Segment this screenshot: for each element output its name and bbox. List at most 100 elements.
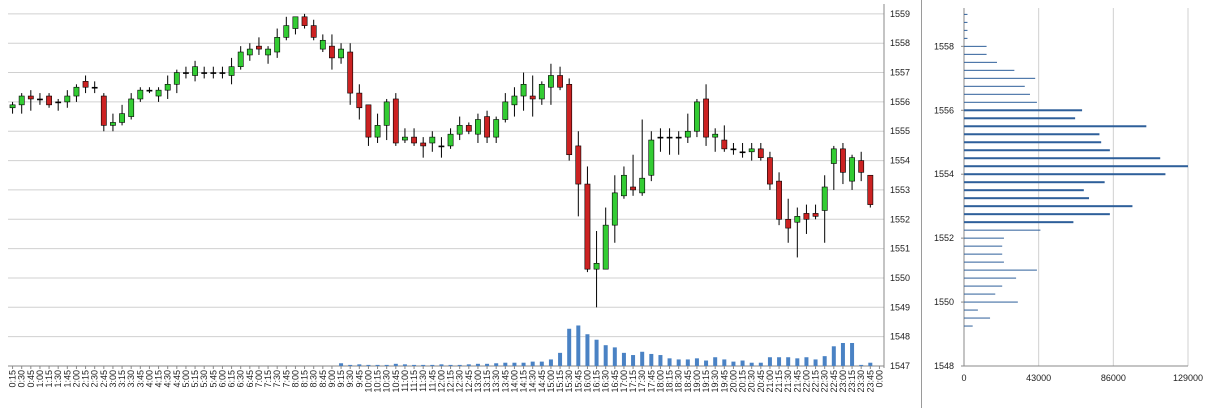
candlestick	[867, 174, 874, 208]
candlestick	[484, 110, 490, 143]
candle-body	[64, 95, 71, 103]
candle-body	[666, 136, 673, 139]
candlestick	[301, 13, 308, 29]
time-tick-label: 19:30	[710, 370, 720, 393]
volume-bar	[494, 363, 499, 366]
time-tick-label: 16:45	[610, 370, 620, 393]
candle-body	[283, 25, 290, 38]
candlestick	[739, 142, 746, 158]
candlestick	[183, 66, 189, 79]
time-tick-label: 11:15	[409, 370, 419, 392]
volume-profile-bar	[964, 213, 1110, 216]
candlestick	[584, 166, 591, 273]
candle-body	[785, 218, 792, 229]
volume-bar	[676, 359, 681, 366]
price-tick-label: 1555	[890, 126, 910, 136]
time-tick-label: 5:45	[208, 370, 218, 388]
volume-bar	[822, 356, 827, 366]
price-tick-label: 1558	[934, 41, 954, 51]
candlestick	[292, 16, 299, 35]
candlestick	[757, 142, 764, 161]
volume-profile-bar	[964, 157, 1161, 160]
time-tick-label: 12:15	[446, 370, 456, 393]
volume-bar	[840, 343, 845, 366]
volume-bar	[466, 364, 471, 366]
candle-body	[201, 72, 208, 74]
volume-profile-chart-svg: 0 43000 86000 129000 1548 1550 1552 1554 1556 155…	[934, 8, 1203, 383]
time-tick-label: 20:15	[738, 370, 748, 393]
volume-profile-bar	[964, 245, 1003, 247]
time-tick-label: 0:00	[874, 370, 884, 388]
candlestick-chart-svg: 1547 1548 1549 1550 1551 1552 1553 1554 1555 1556…	[8, 4, 910, 393]
volume-bar	[777, 357, 782, 366]
time-tick-label: 13:30	[491, 370, 501, 393]
volume-tick-label: 43000	[1026, 373, 1051, 383]
time-tick-label: 16:15	[592, 370, 602, 393]
candlestick	[402, 128, 408, 143]
candlestick	[237, 46, 244, 70]
candlestick	[502, 93, 509, 123]
candle-body	[858, 160, 865, 173]
candlestick	[475, 113, 481, 143]
candlestick	[429, 131, 436, 152]
volume-profile-bar	[964, 277, 1017, 279]
candlestick	[538, 81, 545, 105]
time-tick-label: 8:00	[290, 370, 300, 388]
candle-body	[274, 37, 281, 53]
candle-body	[292, 16, 299, 29]
volume-profile-bar	[964, 133, 1100, 136]
volume-bar	[795, 358, 800, 366]
candle-body	[739, 151, 746, 154]
time-tick-label: 18:15	[665, 370, 675, 393]
time-tick-label: 20:45	[756, 370, 766, 393]
candle-body	[228, 66, 235, 76]
volume-profile-bar	[964, 301, 1018, 303]
candlestick	[128, 93, 135, 120]
candlestick	[420, 137, 427, 158]
volume-profile-bar	[964, 309, 978, 311]
time-tick-label: 13:00	[473, 370, 483, 393]
candlestick	[721, 125, 728, 152]
candle-body	[584, 183, 591, 270]
candle-body	[465, 125, 472, 132]
candle-body	[630, 186, 636, 191]
candlestick	[575, 131, 582, 217]
time-tick-label: 10:00	[363, 370, 373, 393]
candlestick	[830, 145, 837, 190]
time-tick-label: 16:30	[601, 370, 611, 393]
candle-body	[484, 116, 490, 138]
candle-body	[803, 213, 810, 220]
time-tick-label: 3:45	[135, 370, 145, 388]
time-tick-label: 17:00	[619, 370, 629, 393]
candle-body	[210, 72, 217, 74]
time-tick-label: 4:00	[144, 370, 154, 388]
price-tick-label: 1559	[890, 9, 910, 19]
candlestick	[785, 198, 792, 243]
time-tick-label: 21:45	[792, 370, 802, 393]
candlestick	[55, 98, 62, 111]
volume-profile-bar	[964, 85, 1025, 87]
time-tick-label: 8:15	[300, 370, 310, 388]
time-tick-label: 6:00	[217, 370, 227, 388]
price-tick-label: 1548	[890, 332, 910, 342]
candlestick	[18, 93, 25, 114]
candle-body	[9, 104, 16, 109]
time-tick-label: 4:15	[154, 370, 164, 388]
candle-body	[27, 95, 34, 100]
candle-body	[520, 83, 527, 97]
time-tick-label: 11:30	[418, 370, 428, 392]
candlestick	[356, 84, 363, 120]
candlestick	[338, 43, 344, 64]
volume-bar	[786, 357, 791, 366]
candle-body	[438, 145, 445, 148]
volume-bar	[731, 361, 736, 366]
time-tick-label: 12:45	[464, 370, 474, 393]
volume-profile-bar	[964, 317, 991, 319]
volume-profile-bar	[964, 61, 997, 63]
time-tick-label: 6:45	[245, 370, 255, 388]
time-tick-label: 14:00	[509, 370, 519, 393]
candle-body	[538, 83, 545, 100]
candlestick	[666, 128, 673, 155]
volume-tick-label: 86000	[1101, 373, 1126, 383]
candlestick	[283, 16, 290, 41]
